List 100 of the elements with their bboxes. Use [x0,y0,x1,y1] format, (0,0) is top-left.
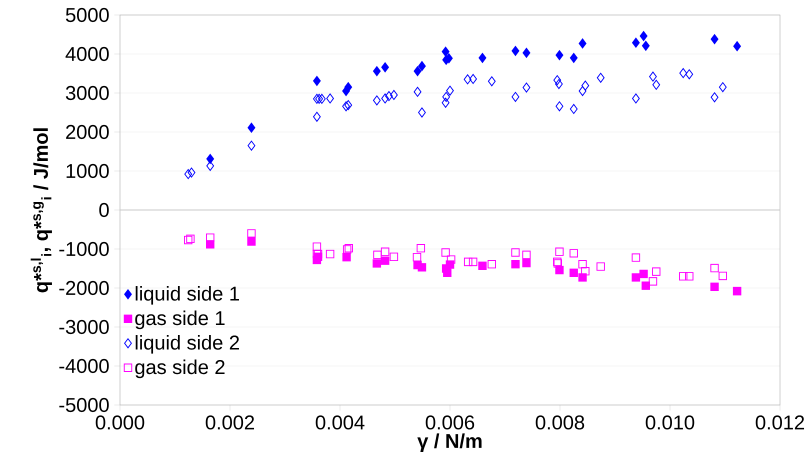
point [512,46,520,56]
point [640,31,648,42]
point [186,234,195,244]
point [710,34,718,44]
point [581,80,590,91]
x-tick-label: 0.006 [426,415,474,430]
point [718,272,728,280]
point [556,101,564,112]
point [718,82,727,92]
point [414,86,422,97]
y-tick-label: 1000 [66,164,109,178]
point [488,76,496,86]
point [632,273,640,282]
point [578,38,586,48]
y-tick-label: 4000 [66,46,109,62]
point [652,267,660,276]
point [649,72,657,82]
point [555,248,564,256]
point [342,101,350,112]
point [468,258,478,266]
y-tick-label: -2000 [59,280,109,296]
point [380,256,390,265]
point [442,98,450,108]
point [578,86,586,96]
point [441,248,450,257]
y-tick-label: -4000 [59,358,109,374]
point [522,48,530,58]
point [511,248,520,257]
point [642,40,650,51]
point [446,255,456,264]
point [639,270,648,278]
point [511,260,520,268]
point [414,66,422,76]
point [315,94,323,104]
point [342,245,352,254]
point [553,75,562,86]
x-tick-label: 0.008 [536,415,584,430]
x-tick-label: 0.002 [206,415,254,430]
point [248,122,256,133]
x-tick-label: 0.004 [316,415,364,430]
point [188,168,196,178]
point [632,253,640,262]
point [556,50,564,60]
point [442,46,450,57]
point [313,76,321,86]
point [522,258,531,268]
point [313,94,321,104]
point [710,92,718,102]
point [464,74,472,84]
point [512,92,520,102]
y-tick-label: 5000 [66,8,109,22]
point [418,107,426,118]
point [184,169,192,180]
point [373,250,382,260]
point [648,277,658,286]
point [390,90,398,100]
point [570,104,578,114]
legend-label: liquid side 1 [136,286,240,305]
point [733,41,741,52]
point [570,249,578,258]
point [312,242,322,251]
x-axis-title: γ / N/m [417,433,482,452]
point [381,62,389,72]
x-tick-label: 0.010 [646,415,694,430]
point [596,72,605,83]
point [372,95,381,106]
point [206,154,214,164]
point [313,112,321,122]
point [478,52,486,63]
point [247,237,256,246]
y-tick-label: -5000 [59,398,109,412]
point [596,262,605,271]
point [443,268,452,277]
point [248,140,256,151]
point [685,272,694,281]
point [570,268,578,277]
point [555,79,563,90]
point [570,52,578,63]
y-tick-label: 3000 [66,86,109,100]
point [372,66,381,76]
point [522,82,530,93]
point [578,260,587,268]
legend-label: liquid side 2 [136,335,239,354]
point [344,244,354,252]
point [184,236,192,244]
point [632,93,640,104]
y-tick-label: 2000 [66,124,109,140]
point [710,264,719,272]
point [326,250,334,258]
point [416,244,426,252]
y-tick-label: 0 [99,202,109,218]
point [380,248,390,256]
x-tick-label: 0.012 [756,415,804,430]
point [632,38,640,48]
point [342,252,351,262]
point [679,68,688,78]
point [247,229,256,238]
legend-label: gas side 1 [135,310,225,330]
point [732,286,742,296]
point [412,252,422,262]
